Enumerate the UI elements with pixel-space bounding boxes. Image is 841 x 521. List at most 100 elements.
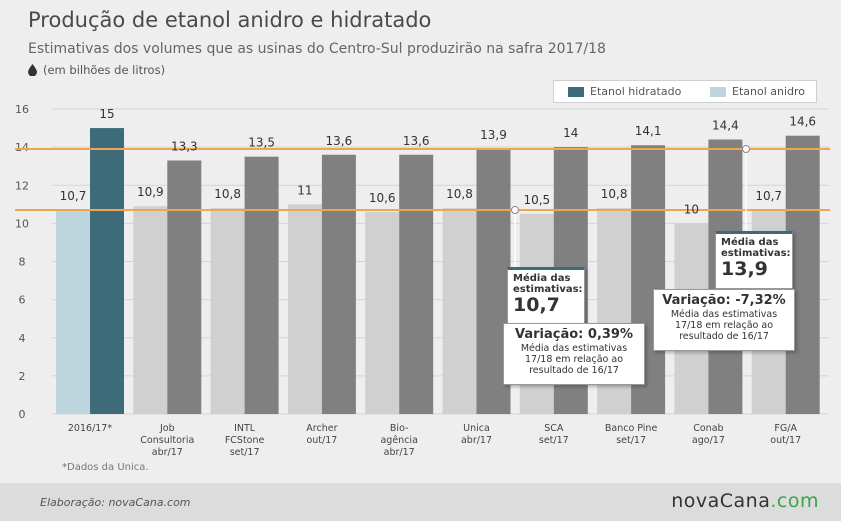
x-axis-label-line: agência — [380, 435, 417, 446]
data-label-hidratado: 13,3 — [171, 139, 198, 153]
data-label-hidratado: 13,6 — [403, 134, 430, 148]
x-axis-label-line: abr/17 — [461, 435, 492, 446]
x-axis-label-line: INTL — [234, 423, 256, 434]
x-axis-label-line: Unica — [463, 423, 490, 434]
variation-hidratado-desc-2: 17/18 em relação ao — [674, 320, 774, 331]
data-label-anidro: 10 — [684, 202, 699, 216]
bar-hidratado — [167, 160, 202, 414]
variation-box-hidratado: Variação: -7,32% Média das estimativas 1… — [653, 289, 795, 351]
bar-anidro — [133, 206, 168, 414]
callout-anidro-label-1: Média das — [513, 273, 571, 284]
variation-anidro-desc-1: Média das estimativas — [520, 343, 628, 354]
x-axis-labels: 2016/17* JobConsultoriaabr/17INTLFCStones… — [68, 423, 801, 458]
legend-item-anidro: Etanol anidro — [710, 85, 805, 98]
data-label-anidro: 10,8 — [214, 187, 241, 201]
footer-bar: Elaboração: novaCana.com novaCana.com — [0, 483, 841, 521]
data-label-hidratado: 14,6 — [789, 115, 816, 129]
y-tick-label: 4 — [19, 332, 26, 345]
callout-hidratado-label-2: estimativas: — [721, 248, 791, 259]
x-axis-label-line: Conab — [693, 423, 723, 434]
bar-hidratado — [399, 154, 434, 414]
x-axis-label-line: set/17 — [616, 435, 646, 446]
data-labels: 10,7 15 10,9 13,3 10,8 13,5 11 13,6 10,6 13,6 10,8… — [60, 107, 816, 216]
y-tick-label: 10 — [15, 217, 29, 230]
variation-anidro-desc-3: resultado de 16/17 — [529, 365, 619, 376]
x-axis-label-line: ago/17 — [692, 435, 725, 446]
x-axis-label-line: abr/17 — [152, 447, 183, 458]
x-axis-label-line: FG/A — [774, 423, 797, 434]
x-axis-label-line: FCStone — [225, 435, 265, 446]
x-axis-label-line: abr/17 — [384, 447, 415, 458]
data-label-hidratado: 13,5 — [248, 136, 275, 150]
data-label-hidratado: 13,6 — [326, 134, 353, 148]
x-axis-label-line: SCA — [544, 423, 564, 434]
x-axis-label-line: out/17 — [770, 435, 801, 446]
x-axis-label-line: Banco Pine — [605, 423, 658, 434]
bar-hidratado — [244, 156, 279, 414]
data-label-anidro: 10,8 — [446, 187, 473, 201]
legend-swatch-hidratado — [568, 86, 584, 97]
variation-hidratado-desc-3: resultado de 16/17 — [679, 331, 769, 342]
chart-title: Produção de etanol anidro e hidratado — [28, 8, 432, 32]
credit-text: Elaboração: novaCana.com — [40, 496, 191, 509]
unit-label: (em bilhões de litros) — [28, 63, 165, 77]
data-label-anidro: 10,8 — [601, 187, 628, 201]
x-axis-label-line: Job — [159, 423, 175, 434]
variation-hidratado-title: Variação: -7,32% — [662, 293, 786, 308]
y-tick-label: 14 — [15, 141, 29, 154]
callout-anidro-value: 10,7 — [513, 294, 560, 316]
callout-hidratado-label-1: Média das — [721, 237, 779, 248]
y-tick-label: 2 — [19, 370, 26, 383]
bar-anidro — [442, 208, 477, 414]
data-label-hidratado: 15 — [99, 107, 114, 121]
bar-anidro — [365, 211, 400, 414]
y-tick-label: 16 — [15, 103, 29, 116]
y-axis-ticks: 0 2 4 6 8 10 12 14 16 — [15, 103, 29, 421]
data-label-anidro: 10,5 — [523, 193, 550, 207]
x-axis-label-line: Consultoria — [140, 435, 194, 446]
callout-media-anidro: Média das estimativas: 10,7 — [507, 267, 585, 325]
data-label-hidratado: 14,4 — [712, 119, 739, 133]
brand-logo: novaCana.com — [671, 490, 819, 512]
variation-hidratado-desc-1: Média das estimativas — [670, 309, 778, 320]
x-axis-label-line: Archer — [306, 423, 337, 434]
x-axis-label-line: Bio- — [390, 423, 409, 434]
bar-hidratado — [90, 128, 124, 414]
data-label-anidro: 10,7 — [755, 189, 782, 203]
y-tick-label: 0 — [19, 408, 26, 421]
callout-media-hidratado: Média das estimativas: 13,9 — [715, 231, 793, 289]
brand-suffix: .com — [770, 490, 819, 512]
bar-anidro — [287, 204, 322, 414]
legend-label-anidro: Etanol anidro — [732, 85, 806, 98]
data-label-anidro: 11 — [297, 183, 312, 197]
x-axis-label-line: 2016/17* — [68, 423, 112, 434]
connector-dot-anidro — [511, 206, 519, 215]
data-label-anidro: 10,6 — [369, 191, 396, 205]
legend-item-hidratado: Etanol hidratado — [568, 85, 681, 98]
data-label-hidratado: 13,9 — [480, 128, 507, 142]
y-tick-label: 6 — [19, 294, 26, 307]
brand-main: novaCana — [671, 490, 771, 512]
y-tick-label: 8 — [19, 256, 26, 269]
data-label-anidro: 10,7 — [60, 189, 87, 203]
variation-anidro-title: Variação: 0,39% — [515, 327, 633, 342]
average-lines — [15, 148, 830, 212]
bar-hidratado — [321, 154, 356, 414]
variation-anidro-desc-2: 17/18 em relação ao — [524, 354, 624, 365]
x-axis-label-line: set/17 — [539, 435, 569, 446]
chart-subtitle: Estimativas dos volumes que as usinas do… — [28, 41, 606, 57]
y-tick-label: 12 — [15, 179, 29, 192]
legend-swatch-anidro — [710, 86, 726, 97]
x-axis-label-line: set/17 — [230, 447, 260, 458]
x-axis-label-line: out/17 — [306, 435, 337, 446]
data-label-anidro: 10,9 — [137, 185, 164, 199]
bar-anidro — [210, 208, 245, 414]
callout-hidratado-value: 13,9 — [721, 258, 768, 280]
unit-text: (em bilhões de litros) — [43, 63, 166, 77]
data-label-hidratado: 14,1 — [635, 124, 662, 138]
data-label-hidratado: 14 — [563, 126, 578, 140]
footnote: *Dados da Unica. — [62, 462, 149, 473]
variation-box-anidro: Variação: 0,39% Média das estimativas 17… — [503, 323, 645, 385]
callout-connectors — [511, 145, 750, 270]
